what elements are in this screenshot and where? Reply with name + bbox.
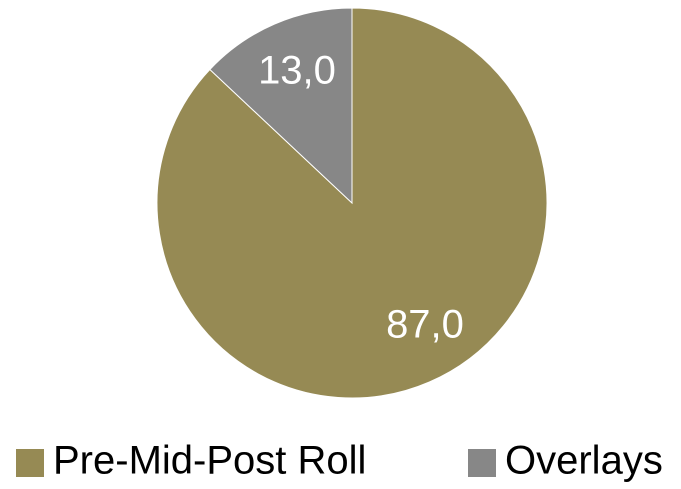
pie-slice-overlays xyxy=(209,7,353,205)
legend: Pre-Mid-Post Roll Overlays xyxy=(16,439,663,483)
data-label-overlays: 13,0 xyxy=(258,49,336,93)
pie-data-labels: 87,0 13,0 xyxy=(258,49,464,347)
legend-swatch-overlays xyxy=(468,449,496,477)
pie-slices xyxy=(156,7,548,399)
legend-label-pre-mid-post-roll: Pre-Mid-Post Roll xyxy=(53,439,366,483)
data-label-pre-mid-post-roll: 87,0 xyxy=(386,303,464,347)
legend-swatch-pre-mid-post-roll xyxy=(16,449,44,477)
legend-label-overlays: Overlays xyxy=(505,439,663,483)
